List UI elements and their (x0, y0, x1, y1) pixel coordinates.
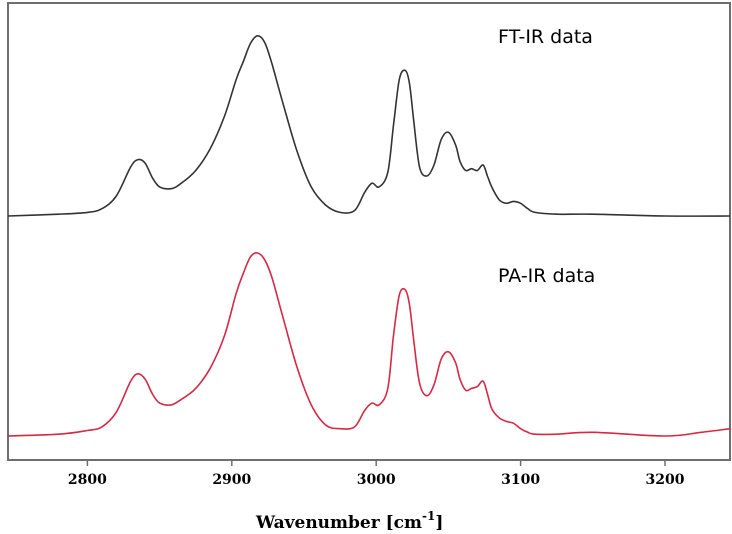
ftir-annotation: FT-IR data (498, 26, 593, 48)
ftir-spectrum-line (7, 35, 731, 217)
x-axis-ticks: 2800 2900 3000 3100 3200 (68, 460, 685, 488)
x-tick-label-2800: 2800 (68, 472, 107, 488)
x-axis-title-main: Wavenumber [cm (255, 513, 422, 533)
x-tick-label-3100: 3100 (501, 472, 540, 488)
plot-area-frame (7, 2, 731, 461)
x-axis-title-superscript: -1 (422, 509, 435, 523)
pair-annotation: PA-IR data (498, 265, 595, 287)
x-axis-title: Wavenumber [cm-1] (255, 509, 443, 533)
x-tick-label-3200: 3200 (646, 472, 685, 488)
x-tick-label-2900: 2900 (212, 472, 251, 488)
pair-spectrum-line (7, 252, 731, 437)
x-tick-label-3000: 3000 (357, 472, 396, 488)
x-axis-title-suffix: ] (435, 513, 443, 533)
series-group (7, 35, 731, 437)
